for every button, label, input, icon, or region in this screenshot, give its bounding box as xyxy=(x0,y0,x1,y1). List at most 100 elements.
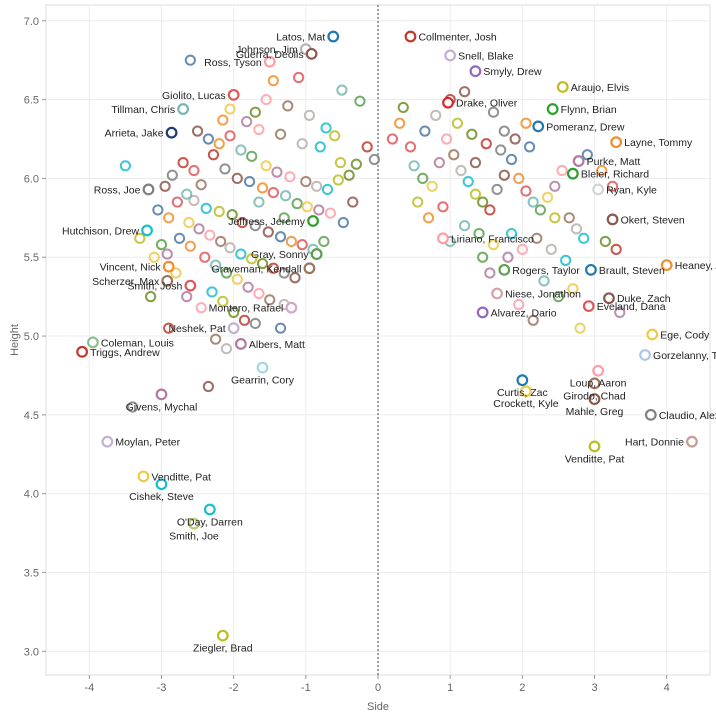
scatter-point xyxy=(199,251,211,263)
scatter-point xyxy=(262,226,274,238)
scatter-point xyxy=(183,216,195,229)
scatter-point xyxy=(614,306,626,319)
point-labels: Latos, Mat Collmenter, Josh Johnson, JimGu… xyxy=(62,32,716,655)
point-label: Smyly, Drew xyxy=(483,66,542,78)
labeled-point xyxy=(263,55,276,68)
point-label: Brault, Steven xyxy=(599,265,665,277)
scatter-point xyxy=(200,202,212,214)
scatter-point xyxy=(549,180,561,192)
scatter-point xyxy=(314,141,326,153)
point-label: Bleier, Richard xyxy=(581,169,649,181)
scatter-point xyxy=(296,239,308,251)
labeled-point xyxy=(256,361,269,374)
labeled-point xyxy=(227,88,240,101)
point-label: Arrieta, Jake xyxy=(105,128,164,140)
scatter-point xyxy=(161,248,173,260)
scatter-point xyxy=(606,180,619,192)
scatter-point xyxy=(451,117,463,129)
scatter-point xyxy=(215,235,227,248)
scatter-point xyxy=(498,169,510,181)
labeled-point xyxy=(566,167,579,180)
scatter-point xyxy=(224,103,236,115)
scatter-point xyxy=(291,198,303,210)
scatter-point xyxy=(171,196,183,208)
scatter-point xyxy=(264,294,276,306)
scatter-point xyxy=(527,196,539,208)
labeled-point xyxy=(76,345,88,358)
scatter-point xyxy=(404,141,417,153)
labeled-point xyxy=(188,517,200,530)
labeled-point xyxy=(592,364,605,377)
scatter-point xyxy=(148,251,160,263)
point-label: Cishek, Steve xyxy=(129,491,194,503)
y-tick-label: 5.5 xyxy=(24,252,39,264)
scatter-point xyxy=(274,322,287,334)
scatter-point xyxy=(256,257,269,270)
x-tick-label: -1 xyxy=(301,682,311,694)
scatter-point xyxy=(320,122,332,134)
labeled-point xyxy=(516,374,529,387)
labeled-point xyxy=(646,328,659,341)
scatter-point xyxy=(531,232,543,244)
scatter-point xyxy=(204,229,216,241)
labeled-point xyxy=(137,470,150,483)
scatter-point xyxy=(513,172,525,185)
point-label: Araujo, Elvis xyxy=(571,82,629,94)
point-label: Heaney, Andrew xyxy=(675,260,716,272)
scatter-point xyxy=(581,149,593,161)
scatter-point xyxy=(552,291,565,303)
scatter-point xyxy=(567,283,579,295)
labeled-point xyxy=(285,301,298,314)
scatter-point xyxy=(350,158,362,170)
scatter-point xyxy=(127,401,139,413)
scatter-point xyxy=(368,153,380,166)
scatter-point xyxy=(181,291,193,303)
labeled-point xyxy=(177,103,190,115)
labeled-point xyxy=(588,393,601,406)
scatter-point xyxy=(267,187,279,199)
scatter-point xyxy=(145,291,157,303)
scatter-point xyxy=(207,149,220,161)
labeled-point xyxy=(165,126,178,139)
labeled-point xyxy=(686,435,698,448)
y-tick-label: 3.0 xyxy=(24,646,39,658)
scatter-point xyxy=(549,212,561,224)
point-label: Tillman, Chris xyxy=(111,104,175,116)
scatter-point xyxy=(163,322,175,334)
scatter-point xyxy=(278,267,290,279)
scatter-point xyxy=(219,163,231,175)
x-tick-label: 1 xyxy=(447,682,453,694)
labeled-point xyxy=(546,103,559,115)
point-label: Venditte, Pat xyxy=(565,453,625,465)
x-axis-title: Side xyxy=(367,701,389,713)
scatter-point xyxy=(484,267,496,279)
scatter-point xyxy=(184,240,196,252)
labeled-point xyxy=(142,183,155,196)
point-label: Eveland, Dana xyxy=(597,301,666,313)
scatter-point xyxy=(394,117,406,129)
point-label: Ryan, Kyle xyxy=(606,184,657,196)
scatter-point xyxy=(280,190,292,202)
point-label: Niese, Jonathon xyxy=(505,288,581,300)
scatter-point xyxy=(426,180,438,192)
x-tick-label: -2 xyxy=(229,682,239,694)
point-label: Gearrin, Cory xyxy=(231,375,295,387)
labeled-point xyxy=(603,292,615,305)
scatter-point xyxy=(599,235,611,248)
grid xyxy=(46,5,710,675)
x-tick-label: 0 xyxy=(375,682,381,694)
scatter-point xyxy=(173,232,186,244)
scatter-point xyxy=(491,183,503,196)
scatter-point xyxy=(217,114,229,126)
scatter-point xyxy=(480,138,492,150)
scatter-point xyxy=(303,109,316,121)
scatter-point xyxy=(502,251,514,263)
labeled-point xyxy=(216,629,229,642)
scatter-point xyxy=(202,133,214,145)
point-label: Pomeranz, Drew xyxy=(546,121,625,133)
scatter-point xyxy=(408,160,420,172)
scatter-point xyxy=(195,179,207,191)
labeled-point xyxy=(310,248,323,260)
labeled-point xyxy=(644,408,657,421)
